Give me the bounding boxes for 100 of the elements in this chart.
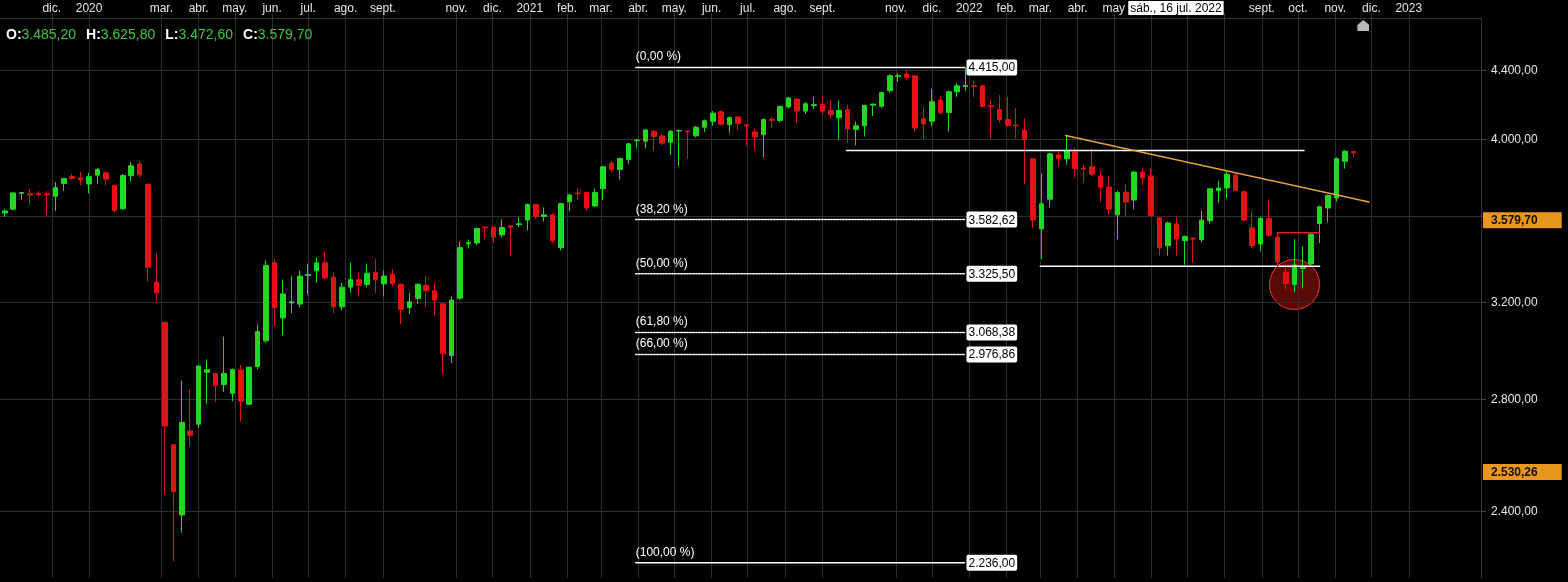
candlestick [1115,190,1120,240]
candlestick [53,181,58,212]
candlestick [407,292,412,315]
candlestick [1266,199,1272,238]
x-tick-label: nov. [884,1,907,15]
x-tick-label: dic. [922,1,942,15]
candlestick [1334,156,1339,203]
candlestick [112,183,117,214]
candlestick [415,282,421,305]
candlestick [1123,183,1129,218]
x-tick-label: sept. [369,1,396,15]
candlestick [1258,216,1263,252]
candlestick [643,128,648,149]
text: sáb., 16 jul. 2022 [1130,1,1222,15]
candlestick [1005,96,1011,128]
x-tick-label: dic. [1362,1,1381,15]
candlestick [811,96,817,110]
y-tick-label: 2.800,00 [1491,392,1539,407]
candlestick [128,161,134,182]
candlestick [1165,221,1171,257]
candlestick [1157,217,1162,257]
candlestick [171,443,176,562]
x-tick-label: 2020 [75,1,103,15]
data-label: 4.415,00 [968,60,1016,75]
candlestick [668,129,673,156]
candlestick [95,167,100,185]
candlestick [154,252,159,303]
candlestick [449,295,454,364]
candlestick [213,372,218,403]
candlestick [761,118,766,158]
candlestick [617,156,623,181]
x-tick-label: 2021 [516,1,544,15]
candlestick [432,282,437,317]
candlestick [912,75,918,133]
x-tick-label: abr. [1067,1,1088,15]
x-tick-label: nov. [445,1,468,15]
candlestick [954,82,960,98]
y-tick-label: 4.400,00 [1491,62,1539,77]
candlestick [921,106,926,140]
candlestick [752,127,758,151]
candlestick [1106,175,1112,216]
candlestick [423,275,429,308]
series-label: (50,00 %) [635,255,688,270]
x-tick-label: nov. [1324,1,1347,15]
candlestick [246,366,252,406]
candlestick [1233,173,1238,192]
series-label: (61,80 %) [635,314,688,329]
x-tick-label: may. [222,1,248,15]
y-tick-label: 3.200,00 [1491,294,1539,309]
candlestick [676,129,682,167]
candlestick [794,97,800,124]
candlestick [727,116,732,134]
x-tick-label: feb. [996,1,1017,15]
candlestick [1283,264,1289,290]
candlestick [1292,238,1297,293]
x-tick-label: sept. [1248,1,1275,15]
y-tick-label: 4.000,00 [1491,132,1539,147]
candlestick [280,279,286,336]
candlestick [870,103,876,117]
candlestick [1216,180,1221,204]
x-tick-label: mar. [149,1,174,15]
candlestick [963,66,968,92]
candlestick [1342,149,1348,170]
candlestick [879,91,884,109]
x-tick-label: mar. [1028,1,1052,15]
candlestick [322,251,328,281]
candlestick [373,258,378,294]
candlestick [1325,194,1331,223]
candlestick [314,256,319,284]
candlestick [145,182,151,283]
x-tick-label: ago. [773,1,797,15]
candlestick [659,133,665,146]
candlestick [120,173,126,211]
candlestick [272,258,277,327]
candlestick [1317,205,1322,244]
text: 2.530,26 [1491,465,1539,479]
candlestick [988,98,994,139]
candlestick [1308,232,1314,266]
x-tick-label: 2022 [955,1,983,15]
candlestick [390,268,395,287]
candlestick [946,90,952,133]
candlestick [1241,190,1247,223]
candlestick [1056,150,1061,168]
x-tick-label: jun. [261,1,282,15]
x-tick-label: oct. [1288,1,1308,15]
candlestick [971,80,977,98]
x-tick-label: dic. [483,1,502,15]
candlestick [1148,168,1154,218]
candlestick [777,105,783,123]
candlestick [735,115,741,131]
candlestick [980,84,985,108]
x-tick-label: 2023 [1395,1,1423,15]
x-tick-label: ago. [333,1,358,15]
candlestick [1064,134,1070,166]
x-tick-label: dic. [42,1,62,15]
candlestick [221,336,227,393]
candlestick [19,191,24,201]
candlestick [196,365,201,429]
candlestick [356,271,362,297]
candlestick [1131,170,1137,210]
